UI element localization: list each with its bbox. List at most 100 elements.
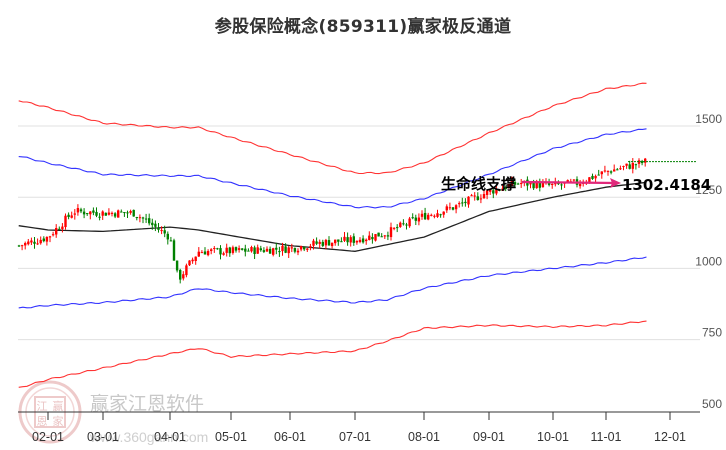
up-candle (482, 194, 486, 199)
up-candle (420, 213, 424, 217)
down-candle (597, 174, 600, 176)
up-candle (312, 240, 315, 246)
up-candle (265, 248, 269, 252)
down-candle (321, 241, 324, 246)
down-candle (560, 184, 563, 186)
down-candle (498, 189, 501, 191)
arrow-head-icon (610, 178, 621, 188)
down-candle (337, 239, 340, 242)
up-candle (501, 188, 504, 191)
up-candle (578, 183, 582, 187)
up-candle (594, 175, 597, 179)
down-candle (123, 212, 126, 214)
down-candle (451, 207, 455, 210)
up-candle (551, 183, 554, 185)
up-candle (290, 247, 293, 249)
x-tick-label: 10-01 (537, 430, 569, 444)
down-candle (42, 238, 45, 242)
down-candle (327, 240, 331, 246)
down-candle (591, 175, 594, 179)
down-candle (79, 209, 83, 212)
up-candle (160, 230, 163, 232)
up-candle (70, 215, 73, 218)
down-candle (67, 214, 70, 218)
down-candle (346, 237, 349, 243)
up-candle (330, 242, 334, 247)
down-candle (492, 190, 495, 194)
up-candle (470, 195, 473, 197)
up-candle (622, 166, 625, 168)
y-axis-ticks: 500 750 1000 1250 1500 (695, 112, 722, 411)
up-candle (73, 213, 76, 215)
up-candle (206, 250, 210, 256)
up-candle (296, 250, 300, 253)
x-axis: 02-01 03-01 04-01 05-01 06-01 07-01 08-01 09-01… (18, 411, 700, 444)
up-candle (603, 170, 607, 172)
up-candle (489, 189, 492, 192)
down-candle (166, 233, 169, 240)
up-candle (541, 182, 545, 188)
down-candle (516, 183, 520, 185)
lifeline-support-label: 生命线支撑 (441, 175, 516, 193)
up-candle (507, 184, 510, 188)
gridlines (18, 125, 700, 341)
down-candle (361, 238, 365, 243)
up-candle (448, 207, 452, 209)
up-candle (445, 206, 448, 211)
down-candle (386, 235, 390, 237)
y-tick-label: 1000 (695, 254, 722, 268)
down-candle (33, 241, 36, 244)
up-candle (182, 274, 185, 279)
up-candle (306, 248, 309, 250)
down-candle (532, 182, 535, 189)
up-candle (473, 195, 476, 197)
down-candle (464, 201, 467, 204)
up-candle (454, 205, 458, 210)
down-candle (380, 236, 383, 238)
down-candle (169, 240, 173, 242)
down-candle (513, 182, 517, 185)
down-candle (141, 217, 145, 219)
up-candle (129, 211, 132, 213)
down-candle (154, 223, 157, 227)
up-candle (343, 236, 346, 241)
up-candle (485, 190, 489, 195)
up-candle (355, 240, 359, 243)
up-candle (318, 241, 321, 244)
up-candle (334, 239, 337, 244)
up-candle (51, 234, 55, 236)
up-candle (237, 248, 241, 250)
up-candle (368, 235, 371, 240)
up-candle (458, 203, 461, 205)
down-candle (634, 164, 638, 166)
up-candle (383, 235, 386, 237)
up-candle (250, 247, 253, 252)
seal-char: 赢 (53, 399, 64, 413)
up-candle (510, 180, 514, 186)
down-candle (405, 224, 408, 226)
up-candle (600, 171, 603, 175)
down-candle (244, 248, 247, 252)
up-candle (24, 243, 27, 246)
up-candle (101, 211, 104, 216)
y-tick-label: 1250 (695, 183, 722, 197)
up-candle (222, 253, 225, 255)
up-candle (349, 237, 352, 243)
up-candle (389, 227, 393, 238)
up-candle (45, 236, 49, 242)
x-tick-label: 11-01 (590, 430, 621, 444)
up-candle (631, 162, 634, 169)
watermark-brand: 赢家江恩软件 (90, 393, 204, 415)
up-candle (107, 212, 111, 215)
up-candle (272, 248, 275, 255)
up-candle (287, 247, 290, 254)
up-candle (299, 246, 303, 250)
up-candle (309, 246, 312, 248)
down-candle (371, 237, 374, 240)
down-candle (352, 236, 355, 243)
down-candle (275, 247, 278, 250)
x-tick-label: 02-01 (32, 430, 64, 444)
down-candle (547, 183, 551, 185)
up-candle (185, 265, 188, 276)
